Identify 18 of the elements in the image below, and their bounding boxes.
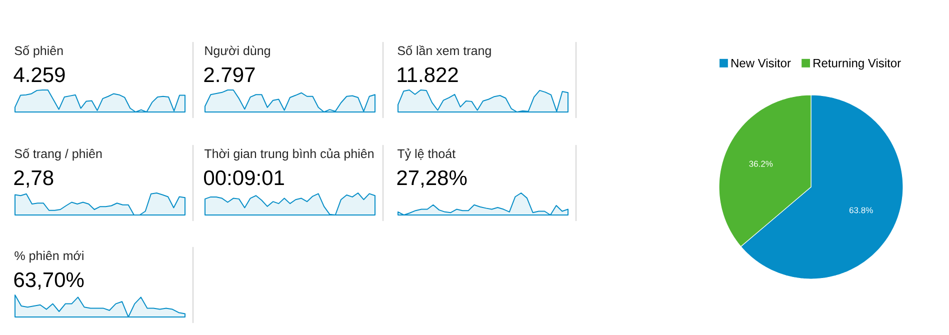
data-label: 36.2% bbox=[749, 160, 773, 167]
chart-subtitle: 00:09:01 bbox=[204, 170, 284, 186]
chart-title: % phiên mới bbox=[14, 250, 84, 263]
chart-subtitle: 2.797 bbox=[204, 67, 255, 82]
chart-title: Số phiên bbox=[14, 45, 63, 58]
chart-title: Số lần xem trang bbox=[398, 45, 491, 58]
chart-subtitle: 11.822 bbox=[398, 67, 458, 82]
chart-subtitle: 27,28% bbox=[397, 170, 467, 188]
chart-title: Tỷ lệ thoát bbox=[397, 148, 456, 161]
chart-title: Thời gian trung bình của phiên bbox=[204, 148, 374, 161]
chart-subtitle: 63,70% bbox=[14, 272, 84, 290]
chart-title: Người dùng bbox=[205, 46, 270, 58]
chart-subtitle: 2,78 bbox=[14, 170, 54, 188]
chart-title: Số trang / phiên bbox=[14, 148, 102, 161]
data-label: 63.8% bbox=[849, 207, 873, 214]
legend-label: Returning Visitor bbox=[814, 58, 901, 70]
legend-label: New Visitor bbox=[732, 58, 791, 68]
chart-subtitle: 4.259 bbox=[14, 67, 65, 82]
